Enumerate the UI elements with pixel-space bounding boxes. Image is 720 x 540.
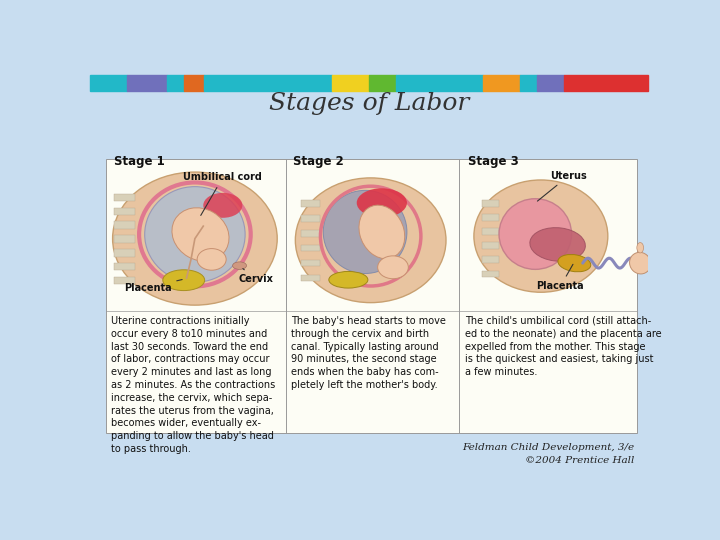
Text: Stage 1: Stage 1 [114, 155, 165, 168]
Bar [114, 221, 135, 229]
Ellipse shape [233, 262, 246, 269]
Bar [332, 75, 369, 91]
Bar [301, 245, 320, 252]
FancyBboxPatch shape [106, 159, 637, 433]
Bar [482, 256, 499, 263]
Bar [521, 75, 537, 91]
Bar [482, 200, 499, 207]
Ellipse shape [145, 187, 245, 282]
Ellipse shape [197, 248, 226, 270]
Bar [482, 271, 499, 277]
Bar [204, 75, 332, 91]
Text: Uterine contractions initially
occur every 8 to10 minutes and
last 30 seconds. T: Uterine contractions initially occur eve… [111, 316, 276, 454]
Text: Placenta: Placenta [536, 264, 584, 292]
Ellipse shape [172, 208, 229, 261]
Text: The child's umbilical cord (still attach-
ed to the neonate) and the placenta ar: The child's umbilical cord (still attach… [465, 316, 662, 377]
Bar [482, 228, 499, 235]
Bar [537, 75, 564, 91]
Bar [114, 263, 135, 271]
Text: Uterus: Uterus [537, 171, 587, 201]
Text: Stages of Labor: Stages of Labor [269, 92, 469, 114]
Bar [301, 260, 320, 266]
Bar [167, 75, 184, 91]
Bar [301, 200, 320, 207]
Bar [114, 194, 135, 201]
Bar [482, 242, 499, 249]
Ellipse shape [530, 228, 585, 261]
Text: Stage 3: Stage 3 [468, 155, 519, 168]
Ellipse shape [329, 272, 368, 288]
Bar [114, 277, 135, 285]
Text: Feldman Child Development, 3/e
©2004 Prentice Hall: Feldman Child Development, 3/e ©2004 Pre… [462, 443, 634, 465]
Text: Cervix: Cervix [239, 268, 274, 284]
Ellipse shape [356, 188, 407, 218]
Ellipse shape [323, 191, 407, 274]
Bar [301, 215, 320, 221]
Ellipse shape [203, 193, 243, 218]
Text: Placenta: Placenta [124, 280, 182, 293]
Ellipse shape [378, 256, 408, 279]
Bar [483, 75, 521, 91]
Ellipse shape [112, 172, 277, 305]
Text: The baby's head starts to move
through the cervix and birth
canal. Typically las: The baby's head starts to move through t… [291, 316, 446, 390]
Text: Stage 2: Stage 2 [292, 155, 343, 168]
Bar [301, 230, 320, 237]
Bar [482, 214, 499, 221]
Ellipse shape [359, 205, 405, 259]
Bar [127, 75, 167, 91]
Ellipse shape [558, 254, 591, 272]
Text: Umbilical cord: Umbilical cord [184, 172, 262, 215]
Bar [396, 75, 483, 91]
Bar [114, 207, 135, 215]
Bar [369, 75, 396, 91]
Bar [184, 75, 204, 91]
Bar [114, 249, 135, 256]
Ellipse shape [629, 252, 651, 274]
Ellipse shape [499, 199, 572, 269]
Ellipse shape [474, 180, 608, 292]
Ellipse shape [295, 178, 446, 302]
Bar [114, 235, 135, 243]
Bar [301, 275, 320, 281]
Ellipse shape [163, 270, 204, 291]
Bar [564, 75, 648, 91]
Ellipse shape [637, 242, 644, 253]
Bar [90, 75, 127, 91]
